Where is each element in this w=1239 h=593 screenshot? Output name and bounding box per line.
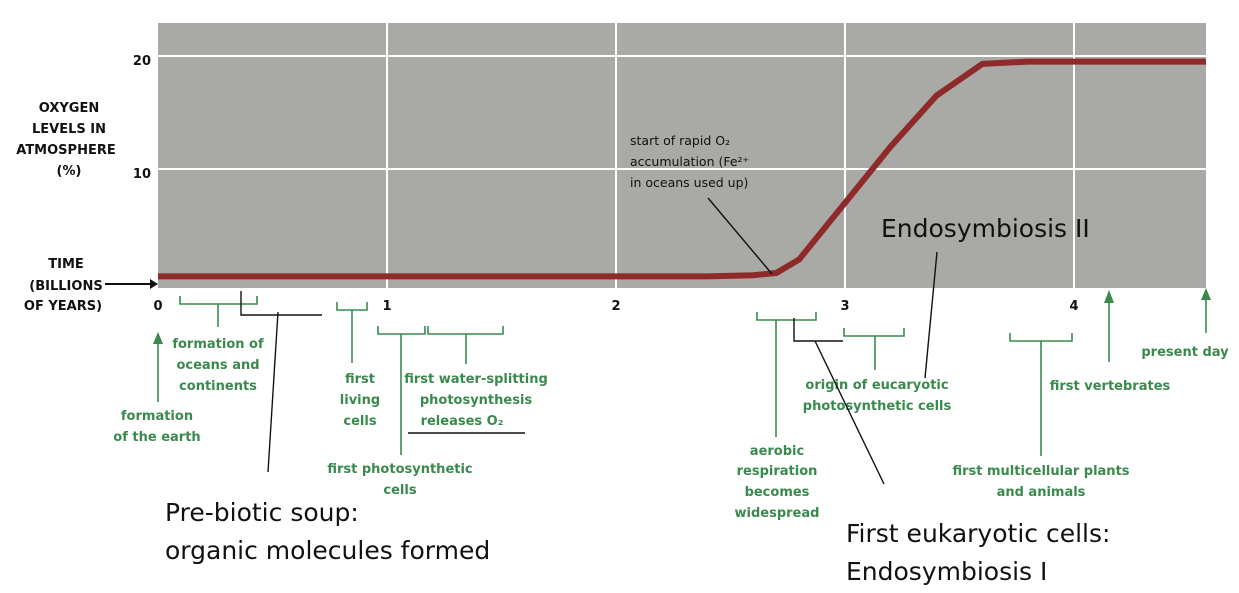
y-tick-20: 20	[133, 54, 151, 69]
bracket-water	[427, 326, 504, 335]
label-living-3: cells	[343, 414, 376, 429]
x-axis-label-1: TIME	[48, 257, 84, 272]
label-living-1: first	[345, 372, 375, 387]
bracket-oceans	[179, 296, 258, 305]
label-earth-1: formation	[121, 409, 193, 424]
x-ticks: 0 1 2 3 4	[153, 299, 1078, 314]
label-present-day: present day	[1141, 345, 1229, 360]
bracket-aerobic	[756, 312, 817, 321]
timeline-markers	[157, 296, 1207, 456]
prebiotic-bracket	[240, 291, 322, 316]
x-axis-label-3: OF YEARS)	[24, 299, 102, 314]
bracket-eucaryotic	[843, 328, 905, 337]
annotation-line-2: accumulation (Fe²⁺	[630, 154, 749, 169]
prebiotic-label-2: organic molecules formed	[165, 536, 490, 565]
label-aerobic-1: aerobic	[750, 444, 804, 459]
grid	[158, 23, 1206, 288]
bracket-multicellular	[1009, 333, 1073, 342]
annotation-line-1: start of rapid O₂	[630, 133, 730, 148]
label-water-2: photosynthesis	[420, 393, 533, 408]
y-axis-label-4: (%)	[57, 164, 82, 179]
oxygen-curve	[158, 58, 1206, 280]
prebiotic-pointer	[267, 311, 279, 473]
label-water-1: first water-splitting	[404, 372, 548, 387]
endosymbiosis-2-label: Endosymbiosis II	[881, 214, 1090, 243]
prebiotic-label-1: Pre-biotic soup:	[165, 498, 359, 527]
x-tick-2: 2	[611, 299, 620, 314]
eukaryotic-label-2: Endosymbiosis I	[846, 557, 1047, 586]
label-earth-2: of the earth	[113, 430, 200, 445]
arrow-present-head	[1201, 288, 1211, 300]
label-vertebrates: first vertebrates	[1050, 379, 1171, 394]
eukaryotic-label-1: First eukaryotic cells:	[846, 519, 1110, 548]
arrow-vertebrates-head	[1104, 290, 1114, 303]
y-tick-10: 10	[133, 167, 151, 182]
x-tick-0: 0	[153, 299, 162, 314]
bracket-photosynthetic	[377, 326, 426, 335]
label-aerobic-2: respiration	[737, 464, 818, 479]
x-tick-1: 1	[382, 299, 391, 314]
label-eucaryotic-2: photosynthetic cells	[803, 399, 952, 414]
eukaryotic-bracket	[793, 318, 843, 342]
endosymbiosis2-pointer	[924, 251, 938, 379]
bracket-living	[336, 302, 368, 311]
axis-arrowhead	[150, 279, 158, 289]
y-axis-label-2: LEVELS IN	[32, 122, 106, 137]
label-eucaryotic-1: origin of eucaryotic	[805, 378, 948, 393]
overlay-lines	[240, 251, 938, 485]
x-tick-3: 3	[840, 299, 849, 314]
label-photosynthetic-2: cells	[383, 483, 416, 498]
y-axis-label-1: OXYGEN	[39, 101, 99, 116]
label-multicellular-2: and animals	[997, 485, 1086, 500]
label-oceans-2: oceans and	[176, 358, 259, 373]
label-aerobic-3: becomes	[745, 485, 810, 500]
eukaryotic-pointer	[814, 340, 885, 485]
label-oceans-3: continents	[179, 379, 257, 394]
plot-area	[158, 23, 1206, 288]
annotation-line-3: in oceans used up)	[630, 175, 748, 190]
x-axis-label-2: (BILLIONS	[29, 279, 102, 294]
annotation-pointer	[707, 197, 773, 275]
x-tick-4: 4	[1069, 299, 1078, 314]
arrowheads	[153, 288, 1211, 344]
arrow-earth-head	[153, 332, 163, 344]
label-living-2: living	[340, 393, 380, 408]
label-photosynthetic-1: first photosynthetic	[327, 462, 472, 477]
y-axis-label-3: ATMOSPHERE	[16, 143, 115, 158]
label-oceans-1: formation of	[172, 337, 264, 352]
label-water-3: releases O₂	[421, 414, 504, 429]
label-multicellular-1: first multicellular plants	[952, 464, 1129, 479]
label-aerobic-4: widespread	[735, 506, 820, 521]
